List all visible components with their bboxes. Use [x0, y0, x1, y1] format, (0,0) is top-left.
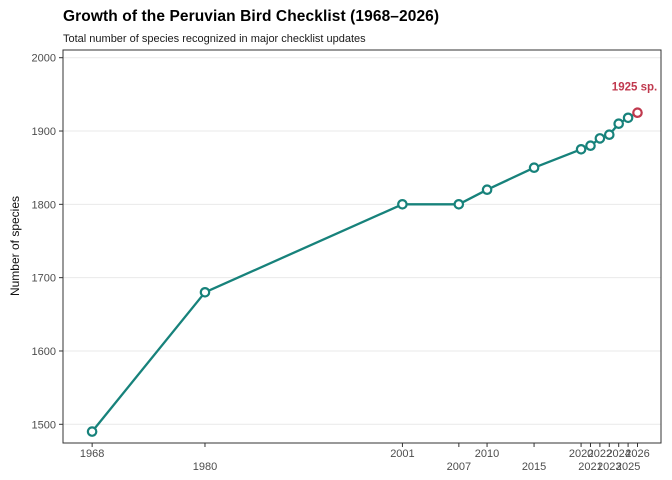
y-tick-label: 1800	[32, 199, 56, 211]
data-point-highlight	[632, 107, 643, 118]
x-tick-label: 2022	[588, 448, 612, 460]
x-tick-label: 2001	[390, 448, 414, 460]
data-point	[199, 286, 211, 298]
annotation-label: 1925 sp.	[612, 82, 657, 94]
y-tick-label: 1900	[32, 126, 56, 138]
data-point	[86, 426, 98, 437]
x-tick-label: 1968	[80, 448, 104, 460]
x-tick-label: 2007	[447, 461, 471, 473]
data-point	[453, 199, 465, 210]
x-tick-label: 2010	[475, 448, 499, 460]
x-tick-label: 2020	[569, 448, 593, 460]
data-point	[622, 112, 634, 124]
x-tick-label: 2024	[606, 448, 630, 460]
data-point	[613, 118, 624, 129]
y-tick-label: 1700	[32, 273, 56, 285]
data-point	[603, 129, 615, 140]
chart-title: Growth of the Peruvian Bird Checklist (1…	[63, 8, 440, 25]
data-point	[575, 144, 587, 155]
y-tick-label: 1600	[32, 346, 56, 358]
data-point	[585, 140, 596, 151]
chart-subtitle: Total number of species recognized in ma…	[63, 33, 366, 45]
panel-border	[62, 49, 662, 444]
data-point	[594, 133, 606, 144]
data-point	[397, 199, 408, 210]
x-tick-label: 1980	[193, 461, 217, 473]
y-tick-label: 1500	[32, 419, 56, 431]
x-tick-label: 2025	[616, 461, 640, 473]
x-tick-label: 2023	[597, 461, 621, 473]
x-tick-label: 2015	[522, 461, 546, 473]
data-point	[528, 162, 540, 173]
data-point	[481, 184, 493, 195]
trend-line	[90, 111, 639, 433]
x-tick-label: 2021	[578, 461, 602, 473]
y-tick-label: 2000	[32, 53, 56, 65]
x-tick-label: 2026	[625, 448, 649, 460]
